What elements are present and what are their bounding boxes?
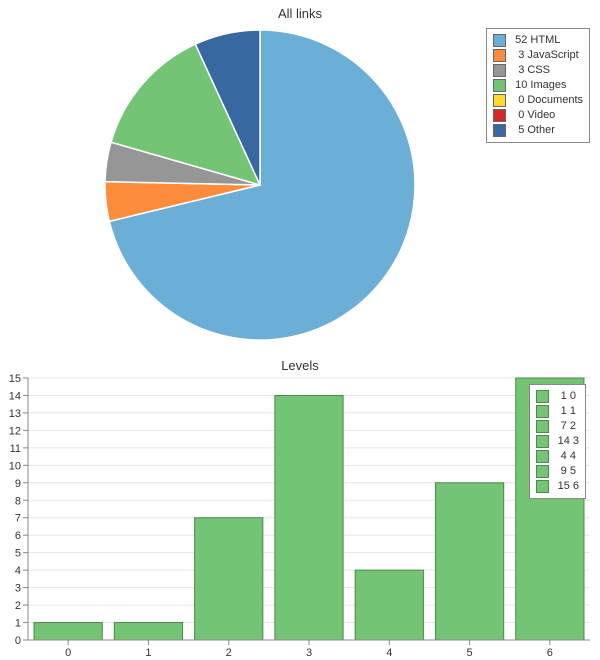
bar-legend-item: 15 6 [536, 479, 579, 494]
bar-chart: 01234567891011121314150123456 [0, 0, 600, 660]
bar-legend: 1 0 1 1 7 2 14 3 4 4 9 5 15 6 [529, 384, 586, 499]
x-tick-label: 3 [306, 647, 312, 659]
legend-label: 7 2 [555, 419, 576, 434]
legend-label: 1 0 [555, 389, 576, 404]
y-tick-label: 15 [9, 373, 21, 385]
bar [275, 395, 343, 640]
legend-swatch [536, 435, 549, 448]
legend-label: 9 5 [555, 464, 576, 479]
y-tick-label: 7 [15, 513, 21, 525]
y-tick-label: 14 [9, 390, 21, 402]
bar-legend-item: 1 1 [536, 404, 579, 419]
y-tick-label: 3 [15, 583, 21, 595]
legend-swatch [536, 405, 549, 418]
legend-swatch [536, 420, 549, 433]
bar [435, 483, 503, 640]
y-tick-label: 12 [9, 425, 21, 437]
x-tick-label: 5 [467, 647, 473, 659]
y-tick-label: 6 [15, 530, 21, 542]
bar-legend-item: 14 3 [536, 434, 579, 449]
bar [355, 570, 423, 640]
legend-swatch [536, 465, 549, 478]
y-tick-label: 10 [9, 460, 21, 472]
bar [114, 623, 182, 640]
y-tick-label: 0 [15, 635, 21, 647]
x-tick-label: 6 [547, 647, 553, 659]
legend-label: 14 3 [555, 434, 579, 449]
legend-swatch [536, 480, 549, 493]
x-tick-label: 0 [65, 647, 71, 659]
bar-legend-item: 4 4 [536, 449, 579, 464]
y-tick-label: 13 [9, 408, 21, 420]
bar-legend-item: 7 2 [536, 419, 579, 434]
bar-legend-item: 1 0 [536, 389, 579, 404]
y-tick-label: 5 [15, 548, 21, 560]
y-tick-label: 11 [10, 443, 21, 455]
y-tick-label: 1 [15, 618, 21, 630]
y-tick-label: 9 [15, 478, 21, 490]
bar [195, 518, 263, 640]
bar-legend-item: 9 5 [536, 464, 579, 479]
x-tick-label: 2 [226, 647, 232, 659]
bar [34, 623, 102, 640]
y-tick-label: 8 [15, 495, 21, 507]
legend-label: 4 4 [555, 449, 576, 464]
x-tick-label: 4 [386, 647, 392, 659]
y-tick-label: 2 [15, 600, 21, 612]
y-tick-label: 4 [15, 565, 21, 577]
x-tick-label: 1 [145, 647, 151, 659]
legend-label: 1 1 [555, 404, 576, 419]
legend-label: 15 6 [555, 479, 579, 494]
legend-swatch [536, 450, 549, 463]
legend-swatch [536, 390, 549, 403]
